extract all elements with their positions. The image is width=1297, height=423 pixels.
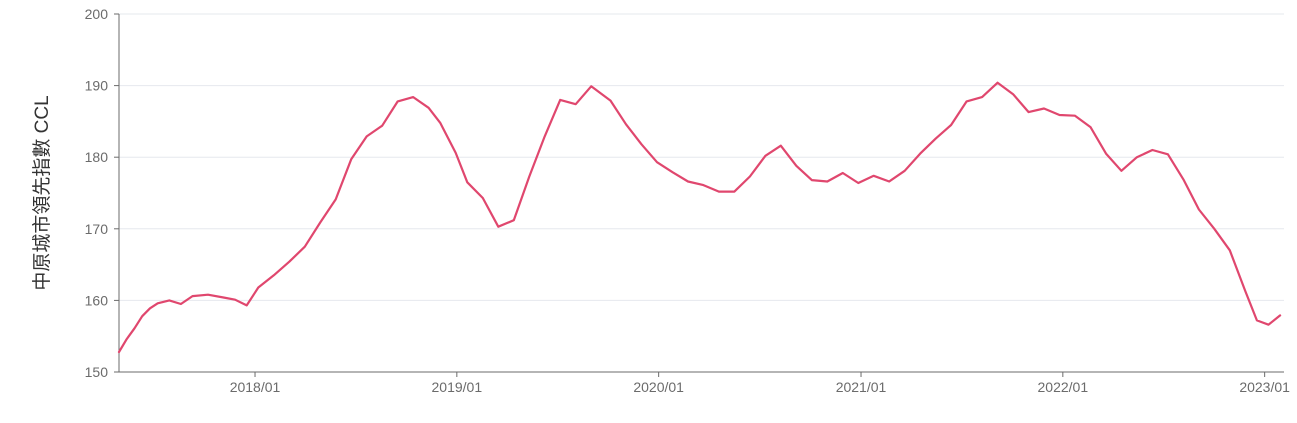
gridlines <box>119 13 1284 301</box>
x-tick-label: 2020/01 <box>633 379 684 395</box>
tick-labels: 150 160 170 180 190 200 2018/01 2019/01 2020/01 2… <box>85 6 1291 395</box>
x-tick-label: 2019/01 <box>432 379 483 395</box>
y-tick-label: 190 <box>85 78 109 94</box>
axes <box>114 13 1284 377</box>
series-layer <box>117 81 1282 354</box>
y-axis-title: 中原城市領先指數 CCL <box>31 95 53 290</box>
y-tick-label: 180 <box>85 149 109 165</box>
y-tick-label: 150 <box>85 364 109 380</box>
x-tick-label: 2021/01 <box>836 379 887 395</box>
y-tick-label: 200 <box>85 6 109 22</box>
y-tick-label: 160 <box>85 292 109 308</box>
x-tick-label: 2018/01 <box>230 379 281 395</box>
y-tick-label: 170 <box>85 221 109 237</box>
series-line <box>117 81 1282 354</box>
x-tick-label: 2022/01 <box>1038 379 1089 395</box>
x-tick-label: 2023/01 <box>1239 379 1290 395</box>
